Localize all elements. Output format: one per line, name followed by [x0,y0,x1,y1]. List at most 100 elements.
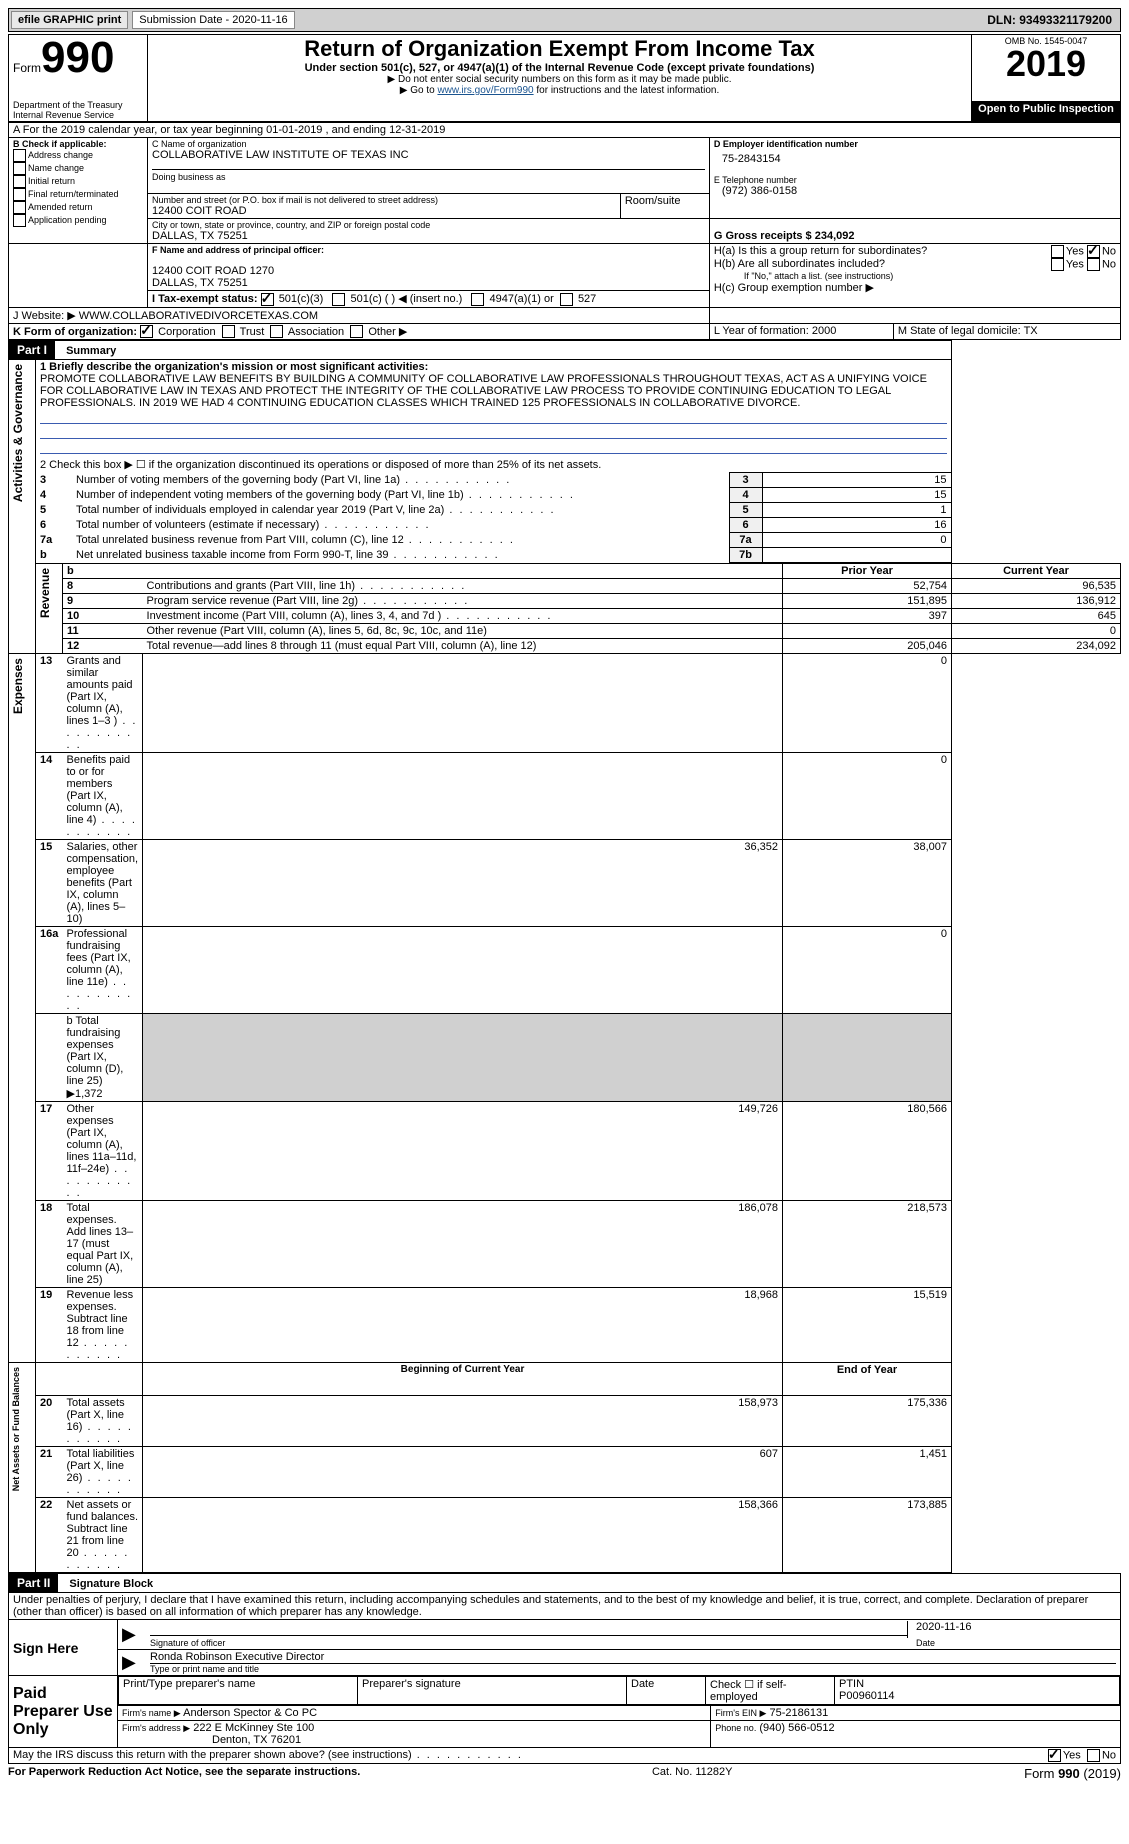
firm-name-label: Firm's name ▶ [122,1708,181,1718]
website: J Website: ▶ WWW.COLLABORATIVEDIVORCETEX… [9,307,710,323]
sig-officer-label: Signature of officer [150,1638,908,1648]
paperwork-notice: For Paperwork Reduction Act Notice, see … [8,1766,360,1781]
other-checkbox[interactable] [350,325,363,338]
phone-value: (972) 386-0158 [714,185,1116,197]
efile-print-button[interactable]: efile GRAPHIC print [11,11,128,29]
activities-governance-label: Activities & Governance [9,360,27,506]
table-row: 9Program service revenue (Part VIII, lin… [9,594,1121,609]
street-address: 12400 COIT ROAD [152,205,616,217]
phone-label: E Telephone number [714,175,1116,185]
part-ii-title: Signature Block [61,1578,153,1590]
hb-yes-checkbox[interactable] [1051,258,1064,271]
501c3-checkbox[interactable] [261,293,274,306]
net-assets-label: Net Assets or Fund Balances [9,1363,23,1495]
527-checkbox[interactable] [560,293,573,306]
hb-no-checkbox[interactable] [1087,258,1100,271]
hb-label: H(b) Are all subordinates included? [714,258,1051,271]
declaration-text: Under penalties of perjury, I declare th… [9,1593,1121,1620]
form-title: Return of Organization Exempt From Incom… [152,36,967,62]
discuss-no-checkbox[interactable] [1087,1749,1100,1762]
application-pending-checkbox[interactable] [13,214,26,227]
form-header: Form990 Department of the Treasury Inter… [8,34,1121,122]
line-2: 2 Check this box ▶ ☐ if the organization… [36,457,952,472]
table-row: 4Number of independent voting members of… [36,488,951,503]
part-i-summary: Part I Summary Activities & Governance 1… [8,340,1121,1573]
firm-name: Anderson Spector & Co PC [183,1707,317,1719]
sign-here-label: Sign Here [9,1620,118,1676]
firm-ein: 75-2186131 [769,1707,828,1719]
firm-phone-label: Phone no. [715,1723,756,1733]
table-row: 3Number of voting members of the governi… [36,473,951,488]
table-row: 5Total number of individuals employed in… [36,503,951,518]
cat-number: Cat. No. 11282Y [652,1766,733,1781]
year-formation: L Year of formation: 2000 [709,323,893,340]
city-state-zip: DALLAS, TX 75251 [152,230,705,242]
hc-label: H(c) Group exemption number ▶ [714,281,1116,294]
discuss-question: May the IRS discuss this return with the… [13,1749,523,1761]
trust-checkbox[interactable] [222,325,235,338]
part-i-label: Part I [9,341,55,359]
ha-label: H(a) Is this a group return for subordin… [714,245,1051,258]
ha-no-checkbox[interactable] [1087,245,1100,258]
form-subtitle: Under section 501(c), 527, or 4947(a)(1)… [152,62,967,74]
preparer-sig-label: Preparer's signature [358,1677,627,1705]
address-label: Number and street (or P.O. box if mail i… [152,195,616,205]
table-row: 6Total number of volunteers (estimate if… [36,518,951,533]
ha-yes-checkbox[interactable] [1051,245,1064,258]
dln-label: DLN: 93493321179200 [981,11,1118,29]
firm-addr-label: Firm's address ▶ [122,1723,190,1733]
submission-date: Submission Date - 2020-11-16 [132,11,294,29]
mission-text: PROMOTE COLLABORATIVE LAW BENEFITS BY BU… [40,373,947,409]
name-change-checkbox[interactable] [13,162,26,175]
current-year-header: Current Year [952,564,1121,579]
association-checkbox[interactable] [270,325,283,338]
table-row: 7aTotal unrelated business revenue from … [36,533,951,548]
officer-addr2: DALLAS, TX 75251 [152,277,705,289]
table-row: 16aProfessional fundraising fees (Part I… [9,927,1121,1014]
ein-value: 75-2843154 [714,149,1116,175]
form-footer: Form 990 (2019) [1024,1766,1121,1781]
table-row: 11Other revenue (Part VIII, column (A), … [9,624,1121,639]
note-ssn: ▶ Do not enter social security numbers o… [152,74,967,85]
preparer-name-label: Print/Type preparer's name [119,1677,358,1705]
table-row: 19Revenue less expenses. Subtract line 1… [9,1288,1121,1363]
gross-receipts: G Gross receipts $ 234,092 [709,219,1120,244]
end-year-header: End of Year [783,1363,952,1396]
part-ii-label: Part II [9,1574,58,1592]
table-row: 22Net assets or fund balances. Subtract … [9,1498,1121,1573]
self-employed-check: Check ☐ if self-employed [706,1677,835,1705]
page-footer: For Paperwork Reduction Act Notice, see … [8,1766,1121,1781]
prep-date-label: Date [627,1677,706,1705]
address-change-checkbox[interactable] [13,149,26,162]
initial-return-checkbox[interactable] [13,175,26,188]
officer-name: Ronda Robinson Executive Director [150,1651,1116,1663]
date-label: Date [908,1638,1116,1648]
table-row: 12Total revenue—add lines 8 through 11 (… [9,639,1121,654]
table-row: 10Investment income (Part VIII, column (… [9,609,1121,624]
final-return-checkbox[interactable] [13,188,26,201]
city-label: City or town, state or province, country… [152,220,705,230]
501c-checkbox[interactable] [332,293,345,306]
officer-type-label: Type or print name and title [150,1663,1116,1674]
state-domicile: M State of legal domicile: TX [893,323,1120,340]
dept-treasury: Department of the Treasury [13,100,143,110]
check-applicable-label: B Check if applicable: [13,139,143,149]
revenue-label: Revenue [36,564,54,622]
table-row: 8Contributions and grants (Part VIII, li… [9,579,1121,594]
officer-label: F Name and address of principal officer: [152,245,705,255]
top-bar: efile GRAPHIC print Submission Date - 20… [8,8,1121,32]
irs-link[interactable]: www.irs.gov/Form990 [437,85,533,96]
firm-addr1: 222 E McKinney Ste 100 [193,1722,314,1734]
table-row: bNet unrelated business taxable income f… [36,548,951,563]
4947-checkbox[interactable] [471,293,484,306]
amended-return-checkbox[interactable] [13,201,26,214]
corporation-checkbox[interactable] [140,325,153,338]
ein-label: D Employer identification number [714,139,1116,149]
dba-label: Doing business as [152,169,705,182]
form-number: Form990 [13,36,143,80]
discuss-yes-checkbox[interactable] [1048,1749,1061,1762]
open-to-public: Open to Public Inspection [972,101,1121,121]
tax-exempt-label: I Tax-exempt status: [152,293,258,305]
room-suite-label: Room/suite [620,194,709,219]
firm-ein-label: Firm's EIN ▶ [715,1708,766,1718]
